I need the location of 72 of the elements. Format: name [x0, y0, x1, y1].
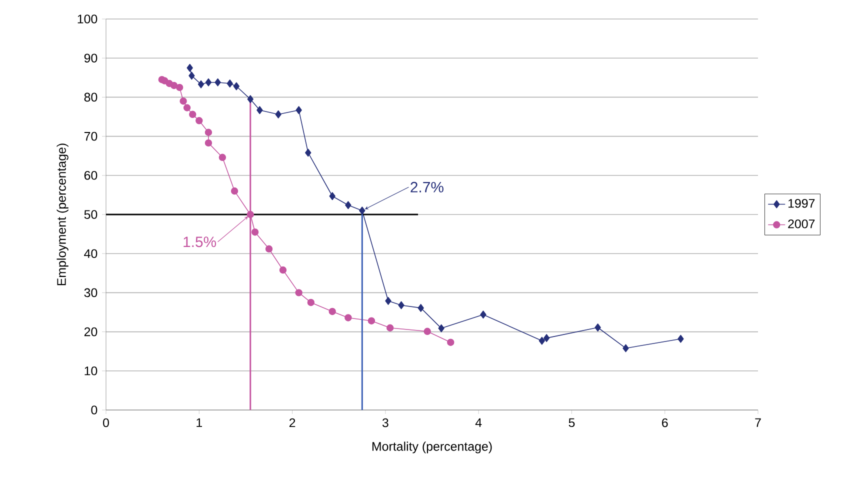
- point: [170, 82, 178, 90]
- y-tick-label: 100: [78, 14, 98, 24]
- point: [183, 104, 191, 112]
- point: [329, 192, 336, 200]
- point: [205, 78, 212, 86]
- y-tick-label: 90: [84, 54, 98, 63]
- point: [418, 304, 424, 312]
- x-tick-label: 7: [755, 418, 761, 427]
- point: [296, 106, 302, 114]
- point: [233, 82, 240, 90]
- point: [196, 117, 203, 124]
- x-tick-label: 2: [289, 418, 296, 428]
- annotation: 1.5%: [184, 236, 216, 248]
- point: [180, 98, 187, 105]
- y-tick-label: 50: [84, 210, 98, 219]
- point: [204, 128, 212, 136]
- point: [305, 148, 312, 157]
- y-tick-label: 60: [84, 170, 98, 180]
- y-tick-label: 20: [84, 327, 98, 336]
- point: [204, 139, 212, 147]
- point: [265, 245, 273, 253]
- point: [188, 72, 195, 80]
- y-tick-label: 70: [84, 132, 98, 141]
- y-tick-label: 40: [84, 249, 98, 258]
- point: [176, 84, 184, 92]
- point: [424, 328, 431, 336]
- point: [398, 301, 404, 310]
- y-tick-label: 30: [84, 288, 98, 298]
- x-tick-label: 5: [568, 418, 575, 428]
- legend-label: 2007: [788, 220, 815, 228]
- point: [295, 289, 302, 296]
- point: [230, 187, 238, 195]
- x-tick-label: 6: [662, 418, 668, 428]
- point: [594, 324, 601, 332]
- legend-label: 1997: [788, 198, 815, 208]
- x-axis-title: Mortality (percentage): [372, 442, 492, 454]
- point: [226, 80, 233, 88]
- y-tick-label: 80: [84, 92, 98, 102]
- point: [214, 78, 221, 86]
- point: [368, 317, 376, 324]
- point: [622, 344, 629, 352]
- point: [538, 336, 546, 345]
- point: [438, 324, 444, 332]
- point: [218, 154, 226, 162]
- x-tick-label: 3: [382, 418, 388, 428]
- point: [386, 324, 394, 332]
- point: [246, 210, 254, 218]
- x-tick-label: 1: [196, 418, 202, 427]
- point: [275, 110, 282, 118]
- point: [678, 334, 684, 343]
- point: [359, 206, 366, 215]
- point: [344, 314, 352, 322]
- point: [186, 64, 193, 72]
- y-tick-label: 10: [84, 366, 98, 376]
- x-tick-label: 4: [475, 418, 482, 427]
- point: [198, 80, 204, 88]
- point: [385, 296, 392, 305]
- point: [189, 110, 196, 118]
- point: [256, 106, 263, 114]
- point: [345, 201, 352, 210]
- y-tick-label: 0: [91, 406, 98, 414]
- point: [247, 95, 254, 104]
- point: [447, 338, 454, 346]
- point: [307, 298, 315, 306]
- point: [543, 334, 550, 342]
- point: [328, 308, 336, 316]
- point: [279, 266, 287, 274]
- annotation: 2.7%: [410, 182, 444, 192]
- point: [251, 228, 259, 236]
- x-tick-label: 0: [103, 418, 109, 428]
- point: [480, 310, 486, 319]
- y-axis-title: Employment (percentage): [56, 144, 68, 286]
